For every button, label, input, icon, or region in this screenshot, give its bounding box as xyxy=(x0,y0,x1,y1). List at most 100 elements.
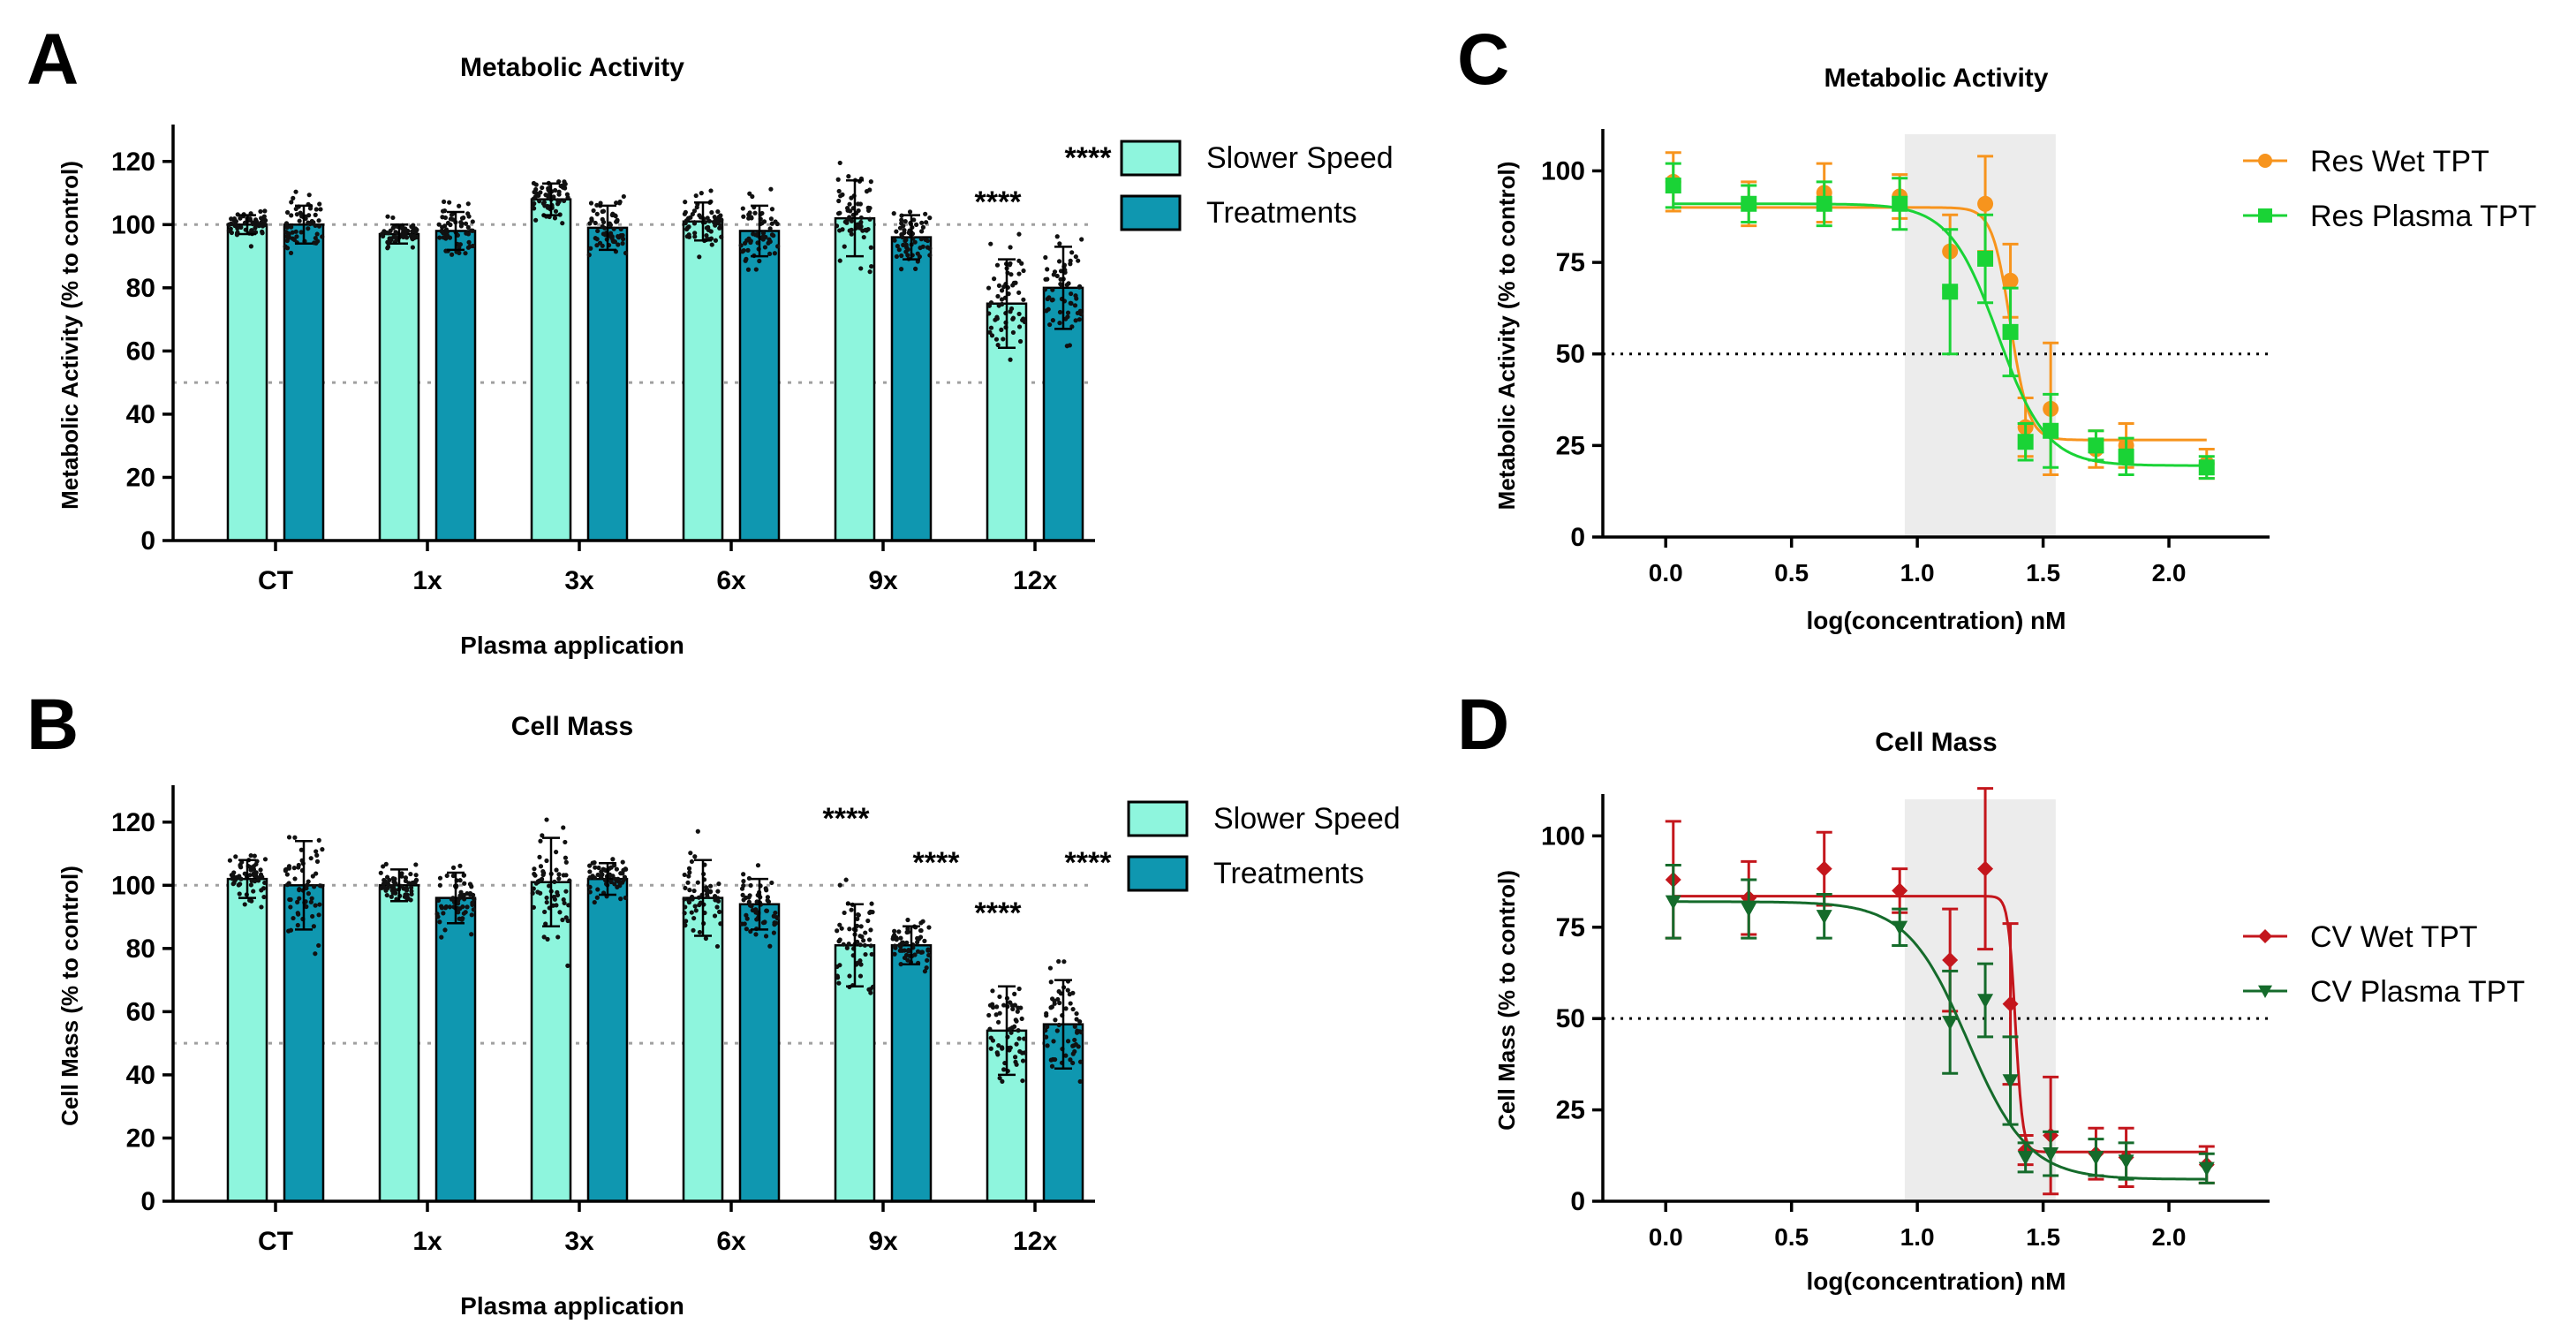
data-point xyxy=(772,922,777,927)
data-point xyxy=(313,235,318,241)
data-point xyxy=(306,891,311,897)
data-point xyxy=(1013,1055,1018,1060)
data-point xyxy=(857,942,863,948)
data-point xyxy=(1066,281,1071,286)
data-point xyxy=(857,225,863,231)
data-point xyxy=(741,214,746,219)
data-point xyxy=(544,895,549,901)
data-point xyxy=(314,231,320,237)
data-point xyxy=(298,230,304,235)
x-axis-label: log(concentration) nM xyxy=(1807,1267,2066,1295)
data-point xyxy=(841,942,846,947)
data-point xyxy=(385,214,390,219)
data-point xyxy=(293,229,298,234)
data-point xyxy=(563,889,569,894)
data-marker xyxy=(1942,1016,1959,1031)
data-point xyxy=(1014,1018,1019,1024)
legend-swatch xyxy=(1127,855,1189,892)
data-point xyxy=(553,208,559,214)
data-marker xyxy=(2118,448,2134,465)
data-point xyxy=(283,221,290,226)
data-point xyxy=(918,927,924,934)
y-tick-label: 60 xyxy=(126,997,155,1026)
data-point xyxy=(565,963,570,968)
data-point xyxy=(611,226,616,231)
data-point xyxy=(1050,287,1055,292)
data-point xyxy=(554,867,559,873)
x-tick-label: 1.5 xyxy=(2026,559,2060,586)
y-tick-label: 100 xyxy=(1541,821,1585,851)
data-point xyxy=(1022,319,1027,325)
data-point xyxy=(292,835,298,840)
data-point xyxy=(837,258,842,263)
data-point xyxy=(757,258,762,264)
data-point xyxy=(1073,318,1078,323)
data-point xyxy=(541,934,547,940)
data-point xyxy=(870,984,876,989)
data-point xyxy=(249,228,254,233)
data-point xyxy=(697,929,703,935)
data-point xyxy=(284,882,291,888)
data-point xyxy=(1063,1053,1069,1058)
panel-letter: D xyxy=(1457,685,1509,765)
data-point xyxy=(253,225,258,231)
data-point xyxy=(896,929,902,934)
data-point xyxy=(988,299,994,306)
data-point xyxy=(564,192,570,197)
data-point xyxy=(450,873,456,879)
data-point xyxy=(410,880,415,886)
data-point xyxy=(764,908,769,913)
data-point xyxy=(856,912,861,918)
data-point xyxy=(842,910,847,916)
data-point xyxy=(1022,1036,1027,1041)
data-point xyxy=(540,185,545,191)
data-point xyxy=(442,927,448,933)
data-marker xyxy=(2258,929,2272,943)
data-point xyxy=(465,891,470,897)
data-point xyxy=(1048,1057,1054,1063)
data-point xyxy=(1076,258,1081,263)
legend-swatch xyxy=(1120,140,1182,177)
data-point xyxy=(993,337,1000,342)
data-point xyxy=(1065,310,1071,315)
data-point xyxy=(892,238,897,243)
data-marker xyxy=(1892,195,1908,212)
data-point xyxy=(919,220,925,225)
data-point xyxy=(463,251,468,256)
data-point xyxy=(925,947,931,952)
data-point xyxy=(738,243,744,248)
data-point xyxy=(437,919,442,925)
data-point xyxy=(1073,1041,1078,1048)
data-point xyxy=(441,235,446,240)
data-point xyxy=(556,872,562,877)
data-point xyxy=(772,251,777,256)
data-point xyxy=(389,894,394,899)
data-point xyxy=(926,925,932,930)
data-point xyxy=(995,1019,1001,1025)
data-point xyxy=(686,874,691,879)
y-tick-label: 20 xyxy=(126,463,155,492)
data-point xyxy=(849,231,854,237)
data-point xyxy=(768,216,774,222)
data-point xyxy=(689,859,695,865)
data-point xyxy=(463,910,468,915)
x-tick-label: 6x xyxy=(716,566,746,595)
data-point xyxy=(535,889,540,895)
data-point xyxy=(399,871,404,876)
data-point xyxy=(752,210,758,216)
data-point xyxy=(592,899,597,905)
x-tick-label: 1.5 xyxy=(2026,1223,2060,1251)
data-point xyxy=(1074,296,1079,301)
data-point xyxy=(718,223,723,228)
data-point xyxy=(836,980,842,986)
bar xyxy=(226,877,268,1203)
data-point xyxy=(552,879,557,884)
data-point xyxy=(388,228,393,233)
data-point xyxy=(462,881,467,886)
x-tick-label: CT xyxy=(258,1227,293,1256)
y-tick-label: 75 xyxy=(1556,913,1585,942)
data-point xyxy=(774,221,780,227)
data-point xyxy=(695,880,700,885)
data-point xyxy=(284,209,291,216)
data-point xyxy=(288,250,294,256)
